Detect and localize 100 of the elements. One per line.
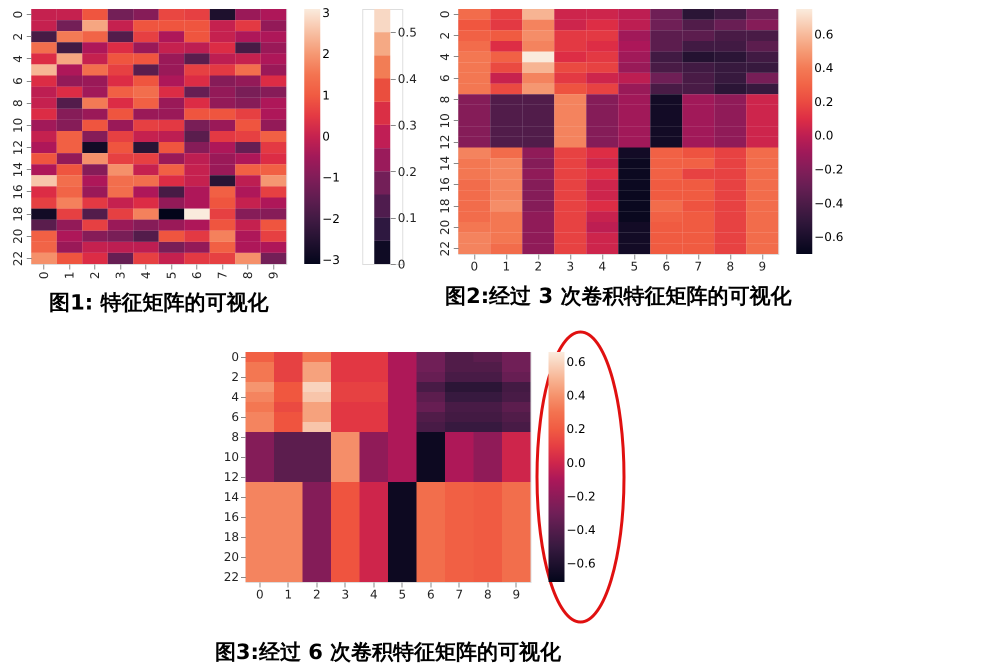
color-bar-label: 0.0 [814,128,834,143]
y-tick-label: 0.5 [398,26,417,40]
y-tick-label: 18 [10,206,25,222]
y-tick-label: 12 [10,140,25,156]
y-tick-label: 8 [10,99,25,108]
y-tick-label: 6 [10,77,25,85]
y-tick-label: 12 [438,134,452,150]
x-tick-label: 1 [62,272,76,280]
color-bar-label: −0.2 [814,162,844,177]
x-tick-label: 2 [534,260,542,274]
color-bar-label: 0.4 [566,388,586,403]
color-bar-label: 0.6 [566,355,586,370]
y-tick-label: 6 [231,410,239,424]
y-tick-label: 0.1 [398,211,417,226]
y-tick-label: 22 [224,570,239,584]
bar [374,102,390,125]
text: 图3:经过 6 次卷积特征矩阵的可视化 [214,640,562,664]
x-tick-label: 3 [566,260,574,274]
y-tick-label: 10 [438,113,452,128]
x-tick-label: 4 [598,260,606,274]
x-tick-label: 1 [502,260,510,274]
color-bar-label: 0.2 [814,94,834,109]
color-bar-label: −0.6 [814,230,844,244]
y-tick-label: 8 [438,96,452,104]
y-tick-label: 16 [10,184,25,200]
color-bar-label: −2 [322,212,340,226]
x-tick-label: 6 [190,272,204,280]
x-tick-label: 1 [284,588,292,602]
x-tick-label: 3 [341,588,350,602]
bar [374,218,390,241]
y-tick-label: 2 [10,32,25,41]
x-tick-label: 6 [426,588,435,602]
x-tick-label: 8 [484,588,492,602]
y-tick-label: 14 [438,156,452,172]
y-tick-label: 0 [438,10,452,18]
y-tick-label: 16 [438,177,452,192]
y-tick-label: 0.3 [398,118,417,132]
y-tick-label: 2 [231,370,239,384]
x-tick-label: 5 [398,588,406,602]
x-tick-label: 5 [630,260,638,274]
x-tick-label: 4 [139,272,153,280]
color-bar-label: 0.2 [566,422,586,436]
y-tick-label: 10 [10,118,25,134]
color-bar-label: −0.6 [566,556,596,571]
y-tick-label: 20 [438,220,452,236]
x-tick-label: 7 [216,272,230,280]
color-bar-label: 0.6 [814,27,834,42]
color-bar-label: 0 [322,130,330,144]
x-tick-label: 6 [662,260,670,274]
x-tick-label: 2 [88,272,102,280]
x-tick-label: 9 [266,272,280,280]
text: 图1: 特征矩阵的可视化 [49,290,270,315]
bar [374,124,390,148]
x-tick-label: 3 [114,272,128,280]
y-tick-label: 16 [224,510,239,524]
y-tick-label: 4 [10,55,25,63]
bar [374,55,390,79]
x-tick-label: 7 [455,588,464,602]
color-bar-label: −0.4 [566,522,596,537]
y-tick-label: 4 [438,53,452,61]
x-tick-label: 9 [758,260,766,274]
y-tick-label: 14 [10,162,25,178]
y-tick-label: 22 [438,241,452,256]
text: 图2:经过 3 次卷积特征矩阵的可视化 [445,284,792,308]
color-bar-label: 0.4 [814,61,834,76]
bar [374,78,390,102]
x-tick-label: 7 [694,260,702,274]
x-tick-label: 0 [37,272,51,280]
color-bar-label: 2 [322,47,330,62]
y-tick-label: 20 [10,228,25,244]
y-tick-label: 14 [224,490,239,504]
y-tick-label: 0.2 [398,164,417,179]
bar [374,148,390,172]
x-tick-label: 2 [312,588,321,602]
x-tick-label: 4 [370,588,378,602]
x-tick-label: 8 [241,272,255,280]
y-tick-label: 0 [10,10,25,18]
color-bar-label: 3 [322,6,330,20]
color-bar-label: 0.0 [566,456,586,470]
y-tick-label: 20 [224,550,239,564]
color-bar-label: 1 [322,88,330,102]
color-bar-label: −0.2 [566,489,596,504]
y-tick-label: 2 [438,32,452,40]
x-tick-label: 0 [256,588,264,602]
y-tick-label: 18 [438,198,452,214]
y-tick-label: 0.4 [398,72,417,86]
bar [374,240,390,264]
bar [374,171,390,194]
y-tick-label: 22 [10,250,25,266]
bar [374,9,390,32]
bar [374,32,390,56]
y-tick-label: 12 [224,470,239,484]
bar [374,194,390,218]
y-tick-label: 0 [231,350,239,364]
y-tick-label: 6 [438,74,452,82]
x-tick-label: 0 [470,260,478,274]
y-tick-label: 8 [231,430,239,444]
y-tick-label: 18 [224,530,239,544]
x-tick-label: 9 [512,588,520,602]
x-tick-label: 5 [164,272,178,280]
